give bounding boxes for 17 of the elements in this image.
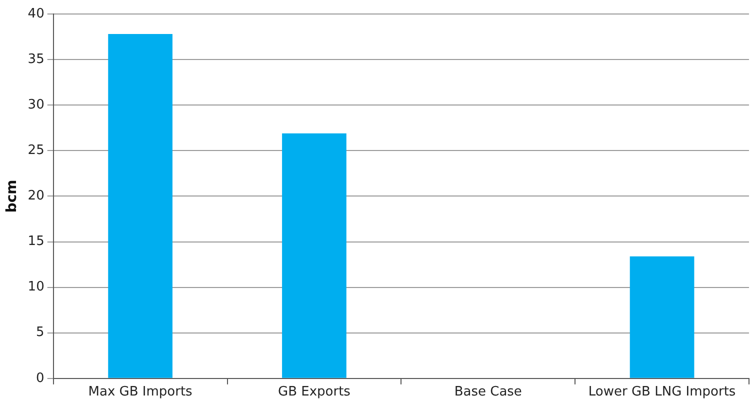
x-tick-label: Max GB Imports — [88, 384, 193, 400]
y-tick-label: 40 — [28, 6, 44, 22]
y-tick-label: 35 — [28, 52, 44, 67]
y-tick-label: 10 — [28, 280, 44, 295]
y-tick-label: 0 — [36, 370, 44, 386]
bar — [282, 133, 346, 378]
y-tick-label: 5 — [36, 325, 44, 340]
y-tick-label: 20 — [28, 188, 44, 204]
y-tick-label: 25 — [28, 143, 44, 158]
y-tick-label: 30 — [28, 97, 44, 112]
x-tick-label: GB Exports — [278, 384, 351, 400]
x-tick-label: Lower GB LNG Imports — [588, 384, 736, 400]
y-tick-label: 15 — [28, 234, 44, 250]
bar — [108, 34, 172, 378]
bar — [630, 256, 694, 378]
x-tick-label: Base Case — [454, 384, 522, 400]
y-axis-title: bcm — [4, 180, 20, 213]
